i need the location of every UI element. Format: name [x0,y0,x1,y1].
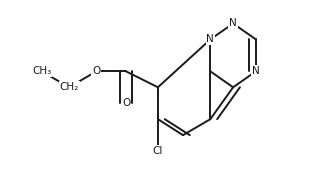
Text: O: O [92,66,100,76]
Text: CH₃: CH₃ [32,66,51,76]
Text: N: N [252,66,260,76]
Text: N: N [206,35,214,44]
Text: Cl: Cl [153,146,163,156]
Text: CH₂: CH₂ [59,82,79,92]
Text: O: O [122,98,130,108]
Text: N: N [229,19,237,29]
